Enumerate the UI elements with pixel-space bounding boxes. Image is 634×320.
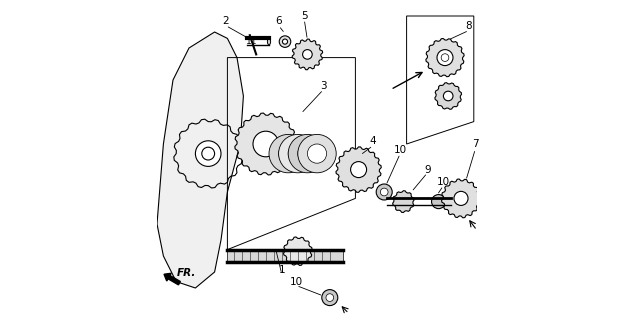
Circle shape (322, 290, 338, 306)
Text: 8: 8 (466, 20, 472, 31)
Circle shape (437, 50, 453, 66)
Text: 7: 7 (472, 139, 479, 149)
Text: 5: 5 (301, 11, 307, 21)
Polygon shape (157, 32, 243, 288)
Circle shape (282, 39, 288, 44)
Circle shape (302, 50, 312, 59)
Circle shape (278, 134, 317, 173)
Polygon shape (435, 83, 462, 109)
Polygon shape (283, 237, 312, 266)
Circle shape (269, 134, 307, 173)
Bar (228, 250, 342, 262)
Circle shape (278, 144, 298, 163)
FancyArrow shape (164, 273, 180, 285)
Circle shape (454, 191, 468, 205)
Text: 9: 9 (424, 164, 430, 175)
Text: 2: 2 (223, 16, 229, 26)
Circle shape (376, 184, 392, 200)
Circle shape (253, 131, 278, 157)
Polygon shape (235, 113, 297, 175)
Circle shape (279, 36, 291, 47)
Circle shape (326, 294, 333, 301)
Polygon shape (392, 191, 414, 212)
Polygon shape (292, 39, 323, 70)
Circle shape (288, 134, 327, 173)
Circle shape (298, 144, 317, 163)
Circle shape (202, 147, 214, 160)
Circle shape (307, 144, 327, 163)
Circle shape (195, 141, 221, 166)
Polygon shape (336, 147, 381, 192)
Circle shape (351, 162, 366, 178)
Circle shape (380, 188, 388, 196)
Polygon shape (441, 179, 481, 218)
Circle shape (441, 54, 449, 61)
Circle shape (443, 91, 453, 101)
Circle shape (288, 144, 307, 163)
Text: 11: 11 (245, 37, 257, 46)
Polygon shape (426, 38, 464, 77)
Text: 4: 4 (370, 136, 377, 146)
Text: 3: 3 (320, 81, 327, 92)
Text: 1: 1 (278, 265, 285, 276)
Text: 6: 6 (275, 16, 282, 26)
Ellipse shape (268, 38, 271, 45)
Circle shape (432, 195, 446, 209)
Text: 10: 10 (290, 276, 303, 287)
Text: 10: 10 (394, 145, 407, 156)
Text: 10: 10 (437, 177, 450, 188)
Circle shape (298, 134, 336, 173)
Text: FR.: FR. (177, 268, 197, 278)
